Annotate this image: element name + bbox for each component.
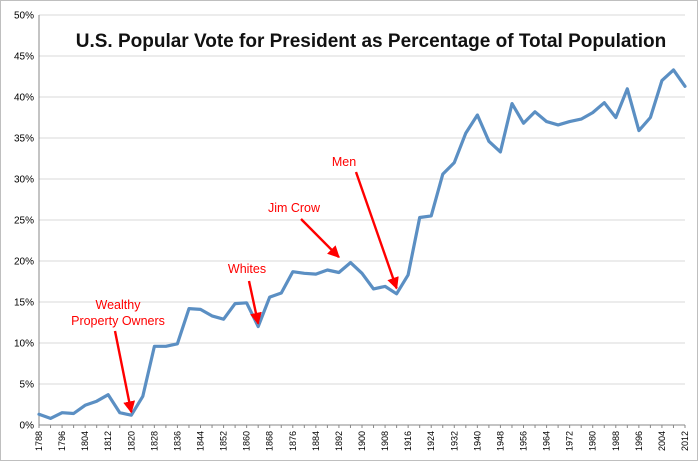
y-tick-label: 0%: [20, 421, 35, 432]
x-tick-label: 1940: [472, 431, 482, 451]
y-tick-label: 15%: [14, 298, 34, 309]
x-tick-label: 1812: [103, 431, 113, 451]
x-tick-label: 1868: [265, 431, 275, 451]
y-tick-label: 50%: [14, 11, 34, 22]
x-tick-label: 1876: [288, 431, 298, 451]
x-tick-label: 2004: [657, 431, 667, 451]
x-tick-label: 1828: [149, 431, 159, 451]
series-line: [39, 70, 685, 419]
x-tick-label: 1996: [634, 431, 644, 451]
x-tick-label: 1892: [334, 431, 344, 451]
annotation-arrow: [301, 219, 339, 257]
x-tick-label: 1932: [449, 431, 459, 451]
annotation-label: Men: [332, 155, 356, 169]
series-layer: [39, 70, 685, 419]
x-tick-label: 1908: [380, 431, 390, 451]
annotation-label: Wealthy: [96, 298, 142, 312]
x-tick-label: 1980: [588, 431, 598, 451]
y-tick-label: 10%: [14, 339, 34, 350]
axes: 0% 5% 10% 15% 20% 25% 30% 35% 40% 45% 50% 1788 1796 1…: [14, 11, 690, 452]
x-tick-label: 1796: [57, 431, 67, 451]
x-tick-label: 1860: [242, 431, 252, 451]
x-tick-label: 1788: [34, 431, 44, 451]
y-tick-label: 45%: [14, 52, 34, 63]
x-tick-label: 1916: [403, 431, 413, 451]
x-tick-label: 1836: [172, 431, 182, 451]
x-tick-label: 1844: [196, 431, 206, 451]
x-tick-label: 1988: [611, 431, 621, 451]
annotation-arrow: [356, 172, 397, 288]
y-tick-label: 30%: [14, 175, 34, 186]
x-tick-label: 1900: [357, 431, 367, 451]
y-tick-label: 35%: [14, 134, 34, 145]
x-tick-label: 1804: [80, 431, 90, 451]
x-tick-label: 1884: [311, 431, 321, 451]
x-tick-label: 1852: [219, 431, 229, 451]
x-tick-label: 1972: [565, 431, 575, 451]
y-tick-label: 25%: [14, 216, 34, 227]
x-tick-label: 1924: [426, 431, 436, 451]
y-tick-label: 40%: [14, 93, 34, 104]
annotation-label: Jim Crow: [268, 201, 321, 215]
chart-title: U.S. Popular Vote for President as Perce…: [76, 31, 667, 52]
annotations: Wealthy Property Owners Whites Jim Crow Men: [71, 155, 396, 412]
y-tick-label: 5%: [20, 380, 35, 391]
x-tick-label: 1820: [126, 431, 136, 451]
y-tick-label: 20%: [14, 257, 34, 268]
annotation-label: Property Owners: [71, 314, 165, 328]
x-tick-label: 1964: [542, 431, 552, 451]
gridlines: [39, 15, 685, 425]
annotation-label: Whites: [228, 262, 266, 276]
x-tick-label: 1948: [495, 431, 505, 451]
x-tick-label: 2012: [680, 431, 690, 451]
x-tick-label: 1956: [519, 431, 529, 451]
